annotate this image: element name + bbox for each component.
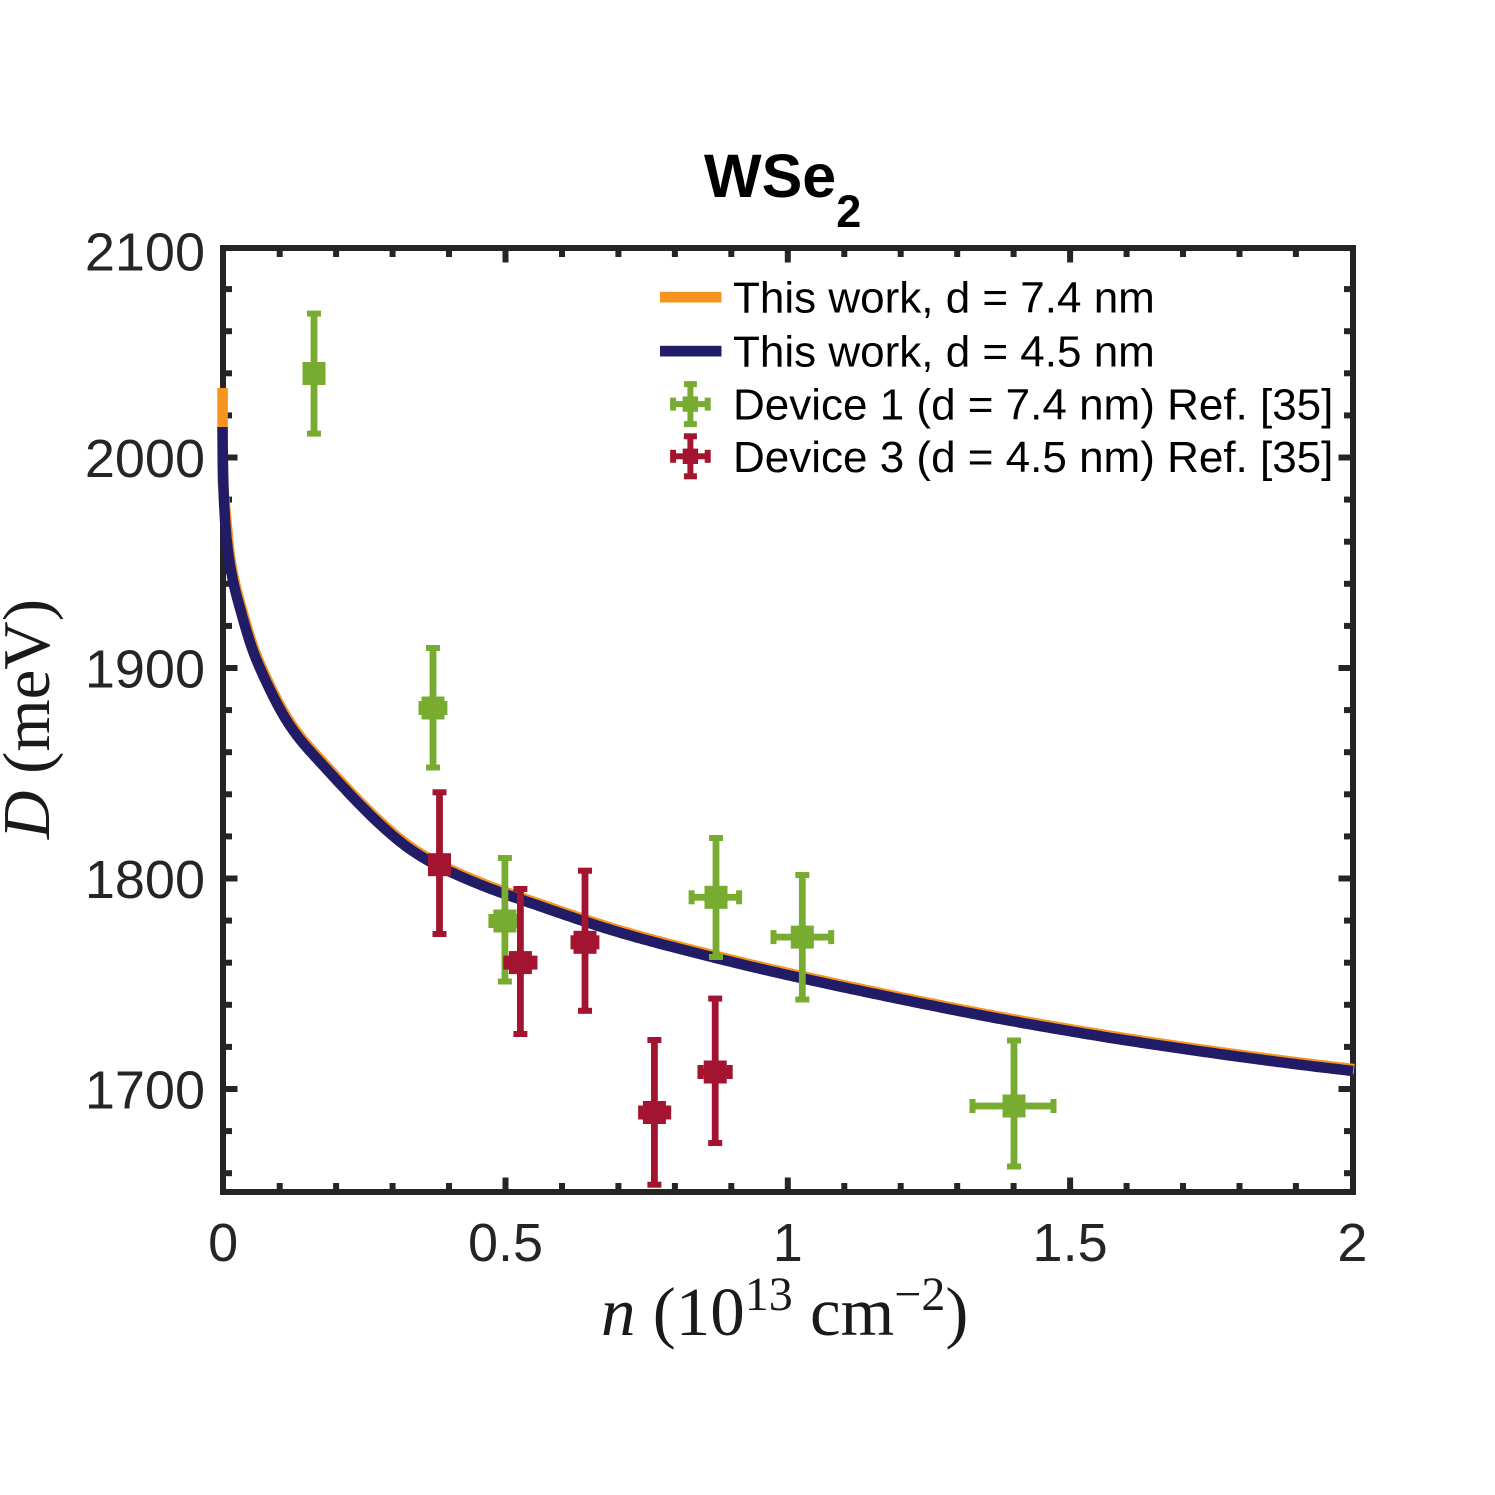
svg-text:1800: 1800 [85,850,205,910]
svg-text:D (meV): D (meV) [0,599,64,840]
svg-text:n (1013 cm−2): n (1013 cm−2) [601,1268,968,1350]
svg-text:1900: 1900 [85,639,205,699]
svg-text:2: 2 [1337,1213,1367,1273]
svg-text:This work, d = 7.4 nm: This work, d = 7.4 nm [733,274,1155,323]
svg-text:Device 3 (d = 4.5 nm) Ref. [35: Device 3 (d = 4.5 nm) Ref. [35] [733,433,1333,482]
svg-text:This work, d = 4.5 nm: This work, d = 4.5 nm [733,327,1155,376]
svg-text:1700: 1700 [85,1060,205,1120]
svg-text:Device 1 (d = 7.4 nm) Ref. [35: Device 1 (d = 7.4 nm) Ref. [35] [733,381,1333,430]
svg-text:0: 0 [208,1213,238,1273]
svg-text:0.5: 0.5 [468,1213,543,1273]
svg-text:2000: 2000 [85,429,205,489]
svg-text:2100: 2100 [85,222,205,282]
svg-text:1: 1 [773,1213,803,1273]
svg-text:1.5: 1.5 [1033,1213,1108,1273]
